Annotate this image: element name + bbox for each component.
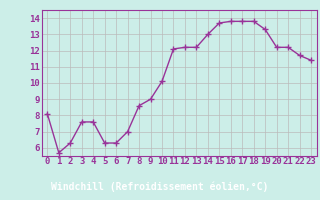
Text: Windchill (Refroidissement éolien,°C): Windchill (Refroidissement éolien,°C) bbox=[51, 182, 269, 192]
